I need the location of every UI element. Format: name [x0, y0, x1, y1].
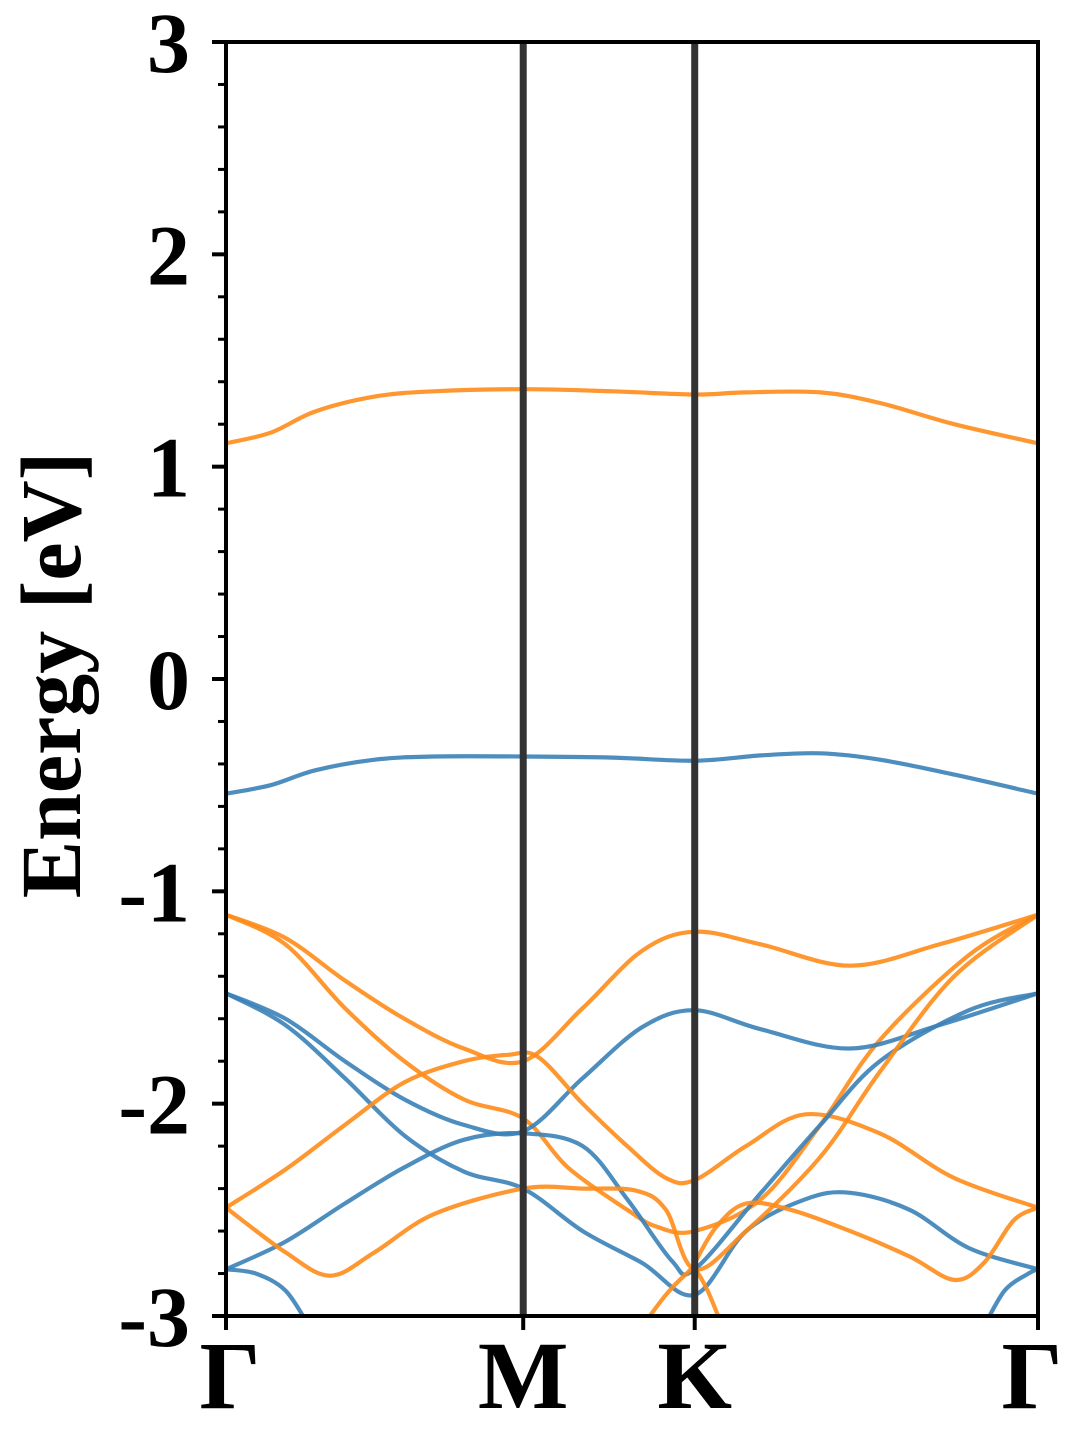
band-line-blue [226, 991, 1038, 1277]
band-line-blue [226, 751, 1038, 796]
band-line-orange [226, 387, 1038, 446]
x-tick-label: Γ [1001, 1322, 1062, 1429]
y-tick-label: 3 [147, 0, 190, 91]
y-axis-label: Energy [eV] [3, 452, 99, 899]
band-line-orange [647, 1266, 721, 1316]
band-line-orange [692, 1200, 1038, 1283]
band-line-blue [226, 991, 1038, 1137]
y-tick-label: 0 [147, 632, 190, 728]
band-line-orange [226, 912, 1038, 1278]
plot-area [226, 42, 1038, 1316]
x-tick-label: M [478, 1322, 569, 1429]
band-line-blue [226, 1267, 306, 1316]
x-tick-label: Γ [199, 1322, 260, 1429]
y-tick-label: -2 [118, 1057, 190, 1153]
x-tick-label: K [657, 1322, 732, 1429]
band-line-blue [987, 1267, 1038, 1316]
band-line-blue [226, 991, 1038, 1298]
band-line-orange [226, 912, 1038, 1235]
band-line-orange [226, 912, 1038, 1066]
y-tick-label: -3 [118, 1269, 190, 1365]
y-tick-label: -1 [118, 844, 190, 940]
y-tick-label: 1 [147, 420, 190, 516]
band-line-orange [226, 1050, 1038, 1210]
y-tick-label: 2 [147, 207, 190, 303]
